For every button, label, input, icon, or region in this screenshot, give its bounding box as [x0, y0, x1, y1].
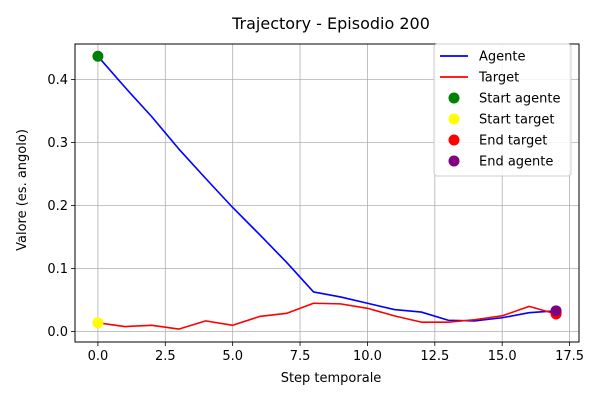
y-tick-label: 0.4	[47, 73, 68, 88]
series-line-agente	[97, 55, 557, 322]
plot-frame	[74, 43, 580, 343]
x-tick-label: 5.0	[222, 349, 243, 364]
marker-start-agente	[92, 50, 104, 62]
x-ticks: 0.0 2.5 5.0 7.5 10.0 12.5 15.0 17.5	[88, 342, 584, 364]
y-tick-label: 0.1	[47, 262, 68, 277]
legend-swatch-dot	[448, 155, 460, 167]
y-axis-label: Valore (es. angolo)	[15, 129, 30, 251]
y-tick-label: 0.3	[47, 136, 68, 151]
x-tick-label: 2.5	[155, 349, 176, 364]
x-tick-label: 17.5	[555, 349, 584, 364]
markers	[92, 50, 562, 329]
series-line-target	[97, 302, 557, 330]
legend-label: Start target	[479, 113, 554, 128]
legend-box	[433, 43, 572, 177]
x-tick-label: 12.5	[420, 349, 449, 364]
chart-title: Trajectory - Episodio 200	[231, 14, 430, 33]
y-tick-label: 0.0	[47, 325, 68, 340]
x-tick-label: 7.5	[290, 349, 311, 364]
legend: Agente Target Start agente Start target End …	[433, 43, 572, 177]
legend-swatch-dot	[448, 134, 460, 146]
legend-swatch-dot	[448, 113, 460, 125]
series-lines	[97, 55, 557, 330]
marker-start-target	[92, 317, 104, 329]
legend-label: End agente	[479, 155, 553, 170]
x-axis-label: Step temporale	[281, 371, 382, 386]
x-tick-label: 0.0	[88, 349, 109, 364]
legend-label: Target	[478, 71, 519, 86]
y-ticks: 0.0 0.1 0.2 0.3 0.4	[47, 73, 75, 340]
legend-swatch-dot	[448, 92, 460, 104]
legend-label: Start agente	[479, 92, 560, 107]
y-tick-label: 0.2	[47, 199, 68, 214]
x-tick-label: 10.0	[353, 349, 382, 364]
x-tick-label: 15.0	[488, 349, 517, 364]
legend-label: End target	[479, 134, 547, 149]
legend-label: Agente	[479, 50, 525, 65]
marker-end-agente	[550, 305, 562, 317]
